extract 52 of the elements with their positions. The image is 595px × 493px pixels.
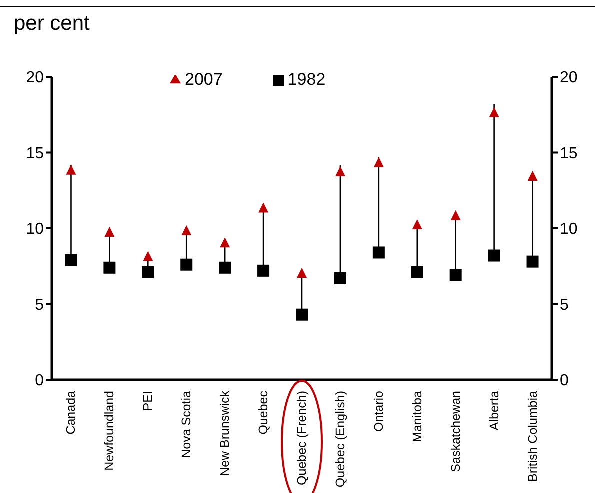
x-tick-label: Nova Scotia [180,390,194,458]
point [489,107,500,118]
point [334,272,346,284]
legend-label: 1982 [288,70,326,89]
x-tick-label: Canada [64,390,78,435]
point [65,254,78,266]
y2-tick-label: 15 [560,145,578,162]
point [258,264,270,277]
point [335,166,346,176]
x-tick-label: Quebec (English) [333,391,348,488]
x-tick-label: Ontario [372,390,386,432]
point [142,266,154,278]
point [372,246,385,259]
point [258,202,269,213]
y2-tick-label: 5 [560,296,569,314]
point [528,170,538,181]
y2-tick-label: 10 [560,221,578,238]
point [296,308,308,321]
x-tick-label: New Brunswick [218,390,232,476]
y-tick-label: 10 [26,221,44,238]
y-tick-label: 5 [35,296,44,314]
point [180,258,193,271]
point [450,269,462,282]
x-tick-label: Quebec [256,391,271,435]
point [526,256,539,268]
point [182,226,192,236]
y-tick-label: 15 [26,145,44,162]
x-tick-label: Alberta [487,390,502,431]
point [450,210,461,220]
point [66,164,76,175]
point [412,219,422,230]
point [374,157,384,168]
x-tick-label: PEI [141,391,156,412]
point [104,262,116,274]
legend-label: 2007 [185,70,223,89]
y2-tick-label: 20 [560,70,578,87]
x-tick-label: Newfoundland [102,390,117,471]
point [220,238,230,248]
point [411,266,424,278]
point [488,250,500,262]
x-tick-label: Manitoba [410,390,424,442]
point [104,227,115,238]
y-tick-label: 20 [26,70,44,87]
x-tick-label: Saskatchewan [448,390,463,472]
x-tick-label: British Columbia [526,390,540,482]
point [143,251,154,262]
y-tick-label: 0 [35,372,44,390]
point [219,262,232,274]
point [297,268,307,278]
y2-tick-label: 0 [560,372,569,390]
x-tick-label: Quebec (French) [295,391,309,486]
chart-title: per cent [14,12,90,36]
